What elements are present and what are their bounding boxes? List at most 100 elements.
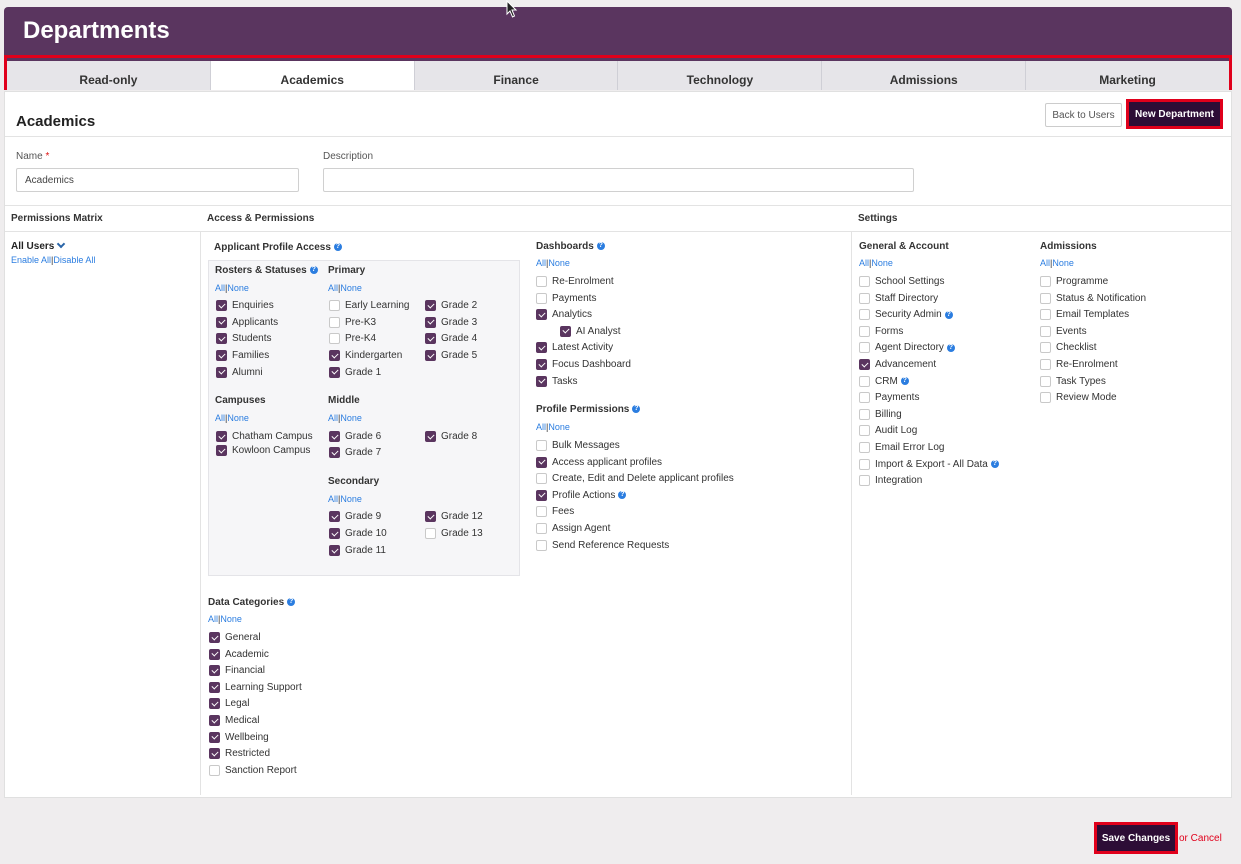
checkbox-checked[interactable] [329, 511, 340, 522]
select-all-link[interactable]: All [215, 283, 226, 293]
checkbox-checked[interactable] [425, 511, 436, 522]
checkbox-unchecked[interactable] [1040, 292, 1051, 304]
select-none-link[interactable]: None [1052, 258, 1074, 268]
cancel-link[interactable]: or Cancel [1179, 833, 1222, 844]
checkbox-checked[interactable] [536, 489, 547, 501]
checkbox-item[interactable]: Audit Log [859, 425, 917, 437]
checkbox-item[interactable]: Families [216, 350, 269, 362]
checkbox-unchecked[interactable] [329, 333, 340, 345]
checkbox-unchecked[interactable] [536, 292, 547, 304]
checkbox-checked[interactable] [329, 431, 340, 442]
checkbox-item[interactable]: Students [216, 333, 271, 345]
tab-admissions[interactable]: Admissions [822, 61, 1027, 90]
checkbox-item[interactable]: Pre-K4 [329, 333, 376, 345]
checkbox-item[interactable]: Learning Support [209, 681, 302, 693]
checkbox-item[interactable]: Import & Export - All Data? [859, 458, 999, 470]
description-field[interactable] [323, 168, 914, 192]
checkbox-unchecked[interactable] [859, 325, 870, 337]
checkbox-checked[interactable] [425, 316, 436, 328]
checkbox-item[interactable]: Fees [536, 506, 574, 518]
checkbox-unchecked[interactable] [536, 523, 547, 534]
select-all-link[interactable]: All [328, 413, 339, 423]
checkbox-item[interactable]: CRM? [859, 375, 909, 387]
checkbox-item[interactable]: Focus Dashboard [536, 359, 631, 370]
checkbox-item[interactable]: Security Admin? [859, 309, 953, 321]
checkbox-checked[interactable] [209, 715, 220, 726]
checkbox-checked[interactable] [209, 731, 220, 743]
checkbox-unchecked[interactable] [536, 539, 547, 551]
checkbox-item[interactable]: Academic [209, 648, 269, 660]
checkbox-item[interactable]: Restricted [209, 748, 270, 760]
back-to-users-button[interactable]: Back to Users [1045, 103, 1122, 127]
checkbox-item[interactable]: Analytics [536, 309, 592, 321]
select-all-link[interactable]: All [1040, 258, 1051, 268]
checkbox-unchecked[interactable] [1040, 276, 1051, 287]
checkbox-item[interactable]: General [209, 632, 261, 643]
checkbox-unchecked[interactable] [536, 506, 547, 518]
tab-academics[interactable]: Academics [210, 61, 415, 90]
checkbox-item[interactable]: Grade 2 [425, 300, 477, 311]
checkbox-checked[interactable] [216, 366, 227, 378]
checkbox-checked[interactable] [329, 350, 340, 362]
checkbox-unchecked[interactable] [1040, 342, 1051, 354]
checkbox-unchecked[interactable] [329, 300, 340, 311]
checkbox-item[interactable]: Tasks [536, 375, 578, 387]
checkbox-item[interactable]: Financial [209, 665, 265, 677]
help-icon[interactable]: ? [944, 310, 953, 319]
checkbox-item[interactable]: Agent Directory? [859, 342, 955, 354]
checkbox-checked[interactable] [216, 333, 227, 345]
checkbox-unchecked[interactable] [859, 342, 870, 354]
help-icon[interactable]: ? [990, 460, 999, 469]
checkbox-item[interactable]: Sanction Report [209, 764, 297, 776]
checkbox-checked[interactable] [536, 309, 547, 321]
checkbox-checked[interactable] [209, 632, 220, 643]
checkbox-unchecked[interactable] [859, 442, 870, 453]
select-none-link[interactable]: None [340, 413, 362, 423]
checkbox-item[interactable]: Grade 13 [425, 528, 483, 539]
select-none-link[interactable]: None [548, 258, 570, 268]
checkbox-item[interactable]: Send Reference Requests [536, 539, 669, 551]
checkbox-unchecked[interactable] [425, 528, 436, 539]
checkbox-unchecked[interactable] [536, 276, 547, 287]
checkbox-unchecked[interactable] [859, 458, 870, 470]
checkbox-item[interactable]: School Settings [859, 276, 945, 287]
all-users-dropdown[interactable]: All Users [11, 239, 66, 252]
checkbox-item[interactable]: Bulk Messages [536, 440, 620, 451]
checkbox-item[interactable]: Events [1040, 325, 1087, 337]
new-department-button[interactable]: New Department [1129, 102, 1220, 126]
select-none-link[interactable]: None [227, 413, 249, 423]
checkbox-checked[interactable] [216, 445, 227, 456]
checkbox-item[interactable]: Re-Enrolment [536, 276, 614, 287]
checkbox-item[interactable]: Payments [859, 392, 919, 404]
tab-finance[interactable]: Finance [414, 61, 619, 90]
tab-marketing[interactable]: Marketing [1026, 61, 1229, 90]
select-all-link[interactable]: All [328, 494, 339, 504]
help-icon[interactable]: ? [309, 266, 318, 275]
checkbox-item[interactable]: Programme [1040, 276, 1108, 287]
help-icon[interactable]: ? [632, 405, 641, 414]
checkbox-item[interactable]: Medical [209, 715, 259, 726]
checkbox-unchecked[interactable] [329, 316, 340, 328]
checkbox-item[interactable]: Integration [859, 475, 922, 487]
checkbox-checked[interactable] [329, 366, 340, 378]
checkbox-unchecked[interactable] [859, 309, 870, 321]
select-all-link[interactable]: All [215, 413, 226, 423]
checkbox-item[interactable]: Staff Directory [859, 292, 938, 304]
checkbox-item[interactable]: Grade 6 [329, 431, 381, 442]
checkbox-item[interactable]: Grade 4 [425, 333, 477, 345]
checkbox-unchecked[interactable] [1040, 392, 1051, 404]
help-icon[interactable]: ? [287, 598, 296, 607]
select-none-link[interactable]: None [227, 283, 249, 293]
checkbox-item[interactable]: Email Error Log [859, 442, 944, 453]
checkbox-item[interactable]: Legal [209, 698, 249, 710]
checkbox-item[interactable]: Latest Activity [536, 342, 613, 354]
enable-all-link[interactable]: Enable All [11, 255, 52, 265]
checkbox-checked[interactable] [209, 698, 220, 710]
checkbox-item[interactable]: Task Types [1040, 375, 1106, 387]
checkbox-item[interactable]: Alumni [216, 366, 263, 378]
checkbox-checked[interactable] [209, 681, 220, 693]
select-all-link[interactable]: All [536, 422, 547, 432]
checkbox-item[interactable]: Applicants [216, 316, 278, 328]
checkbox-item[interactable]: Payments [536, 292, 596, 304]
disable-all-link[interactable]: Disable All [53, 255, 96, 265]
